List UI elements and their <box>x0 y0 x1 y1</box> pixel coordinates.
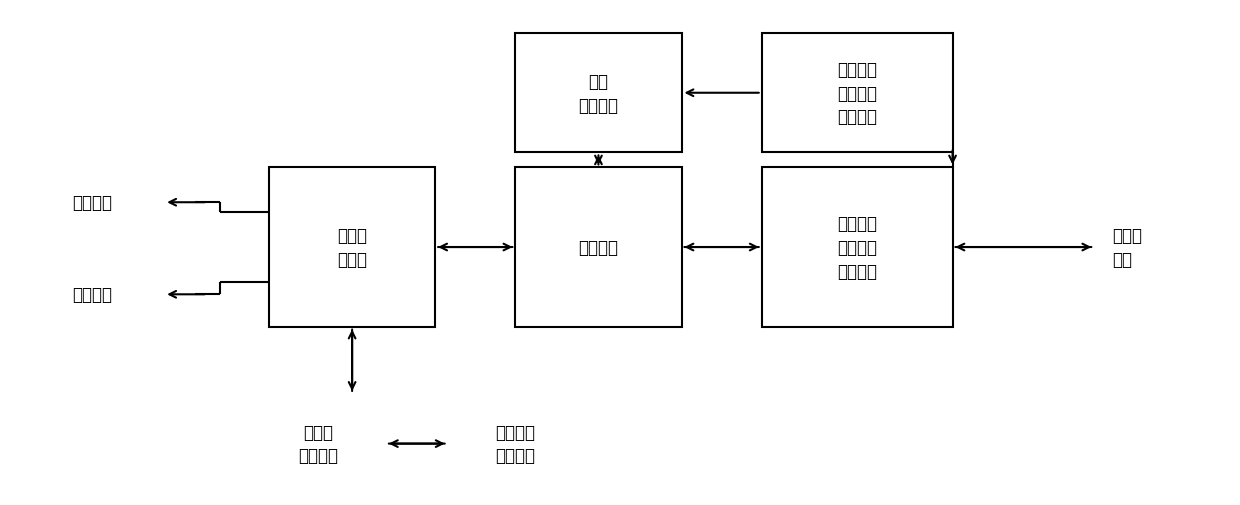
Bar <box>516 168 682 327</box>
Text: 人机接口: 人机接口 <box>72 194 112 212</box>
Text: 中央处
理单元: 中央处 理单元 <box>337 227 367 268</box>
Text: 时序电路: 时序电路 <box>578 238 619 257</box>
Text: 高压全周
波脉冲机
柜发生器: 高压全周 波脉冲机 柜发生器 <box>837 215 877 280</box>
Bar <box>761 34 952 153</box>
Text: 波形数据
分析系统: 波形数据 分析系统 <box>495 423 536 465</box>
Bar <box>516 34 682 153</box>
Text: 脉冲信号
耦合反馈
采集电路: 脉冲信号 耦合反馈 采集电路 <box>837 61 877 126</box>
Text: 存储单元: 存储单元 <box>72 286 112 304</box>
Bar <box>761 168 952 327</box>
Text: 上位机
管理系统: 上位机 管理系统 <box>299 423 339 465</box>
Text: 数据
采集系统: 数据 采集系统 <box>578 73 619 114</box>
Text: 发电机
转子: 发电机 转子 <box>1112 227 1143 268</box>
Bar <box>269 168 435 327</box>
